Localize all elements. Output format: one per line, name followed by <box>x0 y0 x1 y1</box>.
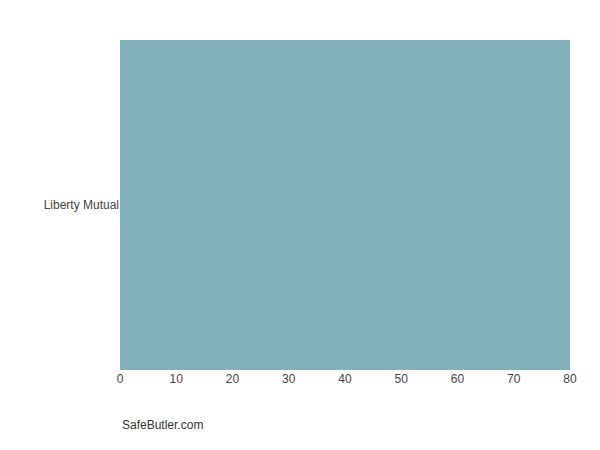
svg-text:20: 20 <box>226 372 240 386</box>
svg-text:50: 50 <box>395 372 409 386</box>
svg-text:10: 10 <box>170 372 184 386</box>
svg-text:70: 70 <box>507 372 521 386</box>
svg-text:80: 80 <box>563 372 577 386</box>
svg-text:60: 60 <box>451 372 465 386</box>
svg-text:40: 40 <box>338 372 352 386</box>
svg-text:30: 30 <box>282 372 296 386</box>
svg-text:0: 0 <box>117 372 124 386</box>
svg-text:Liberty Mutual: Liberty Mutual <box>44 198 119 212</box>
svg-text:SafeButler.com: SafeButler.com <box>122 418 203 432</box>
